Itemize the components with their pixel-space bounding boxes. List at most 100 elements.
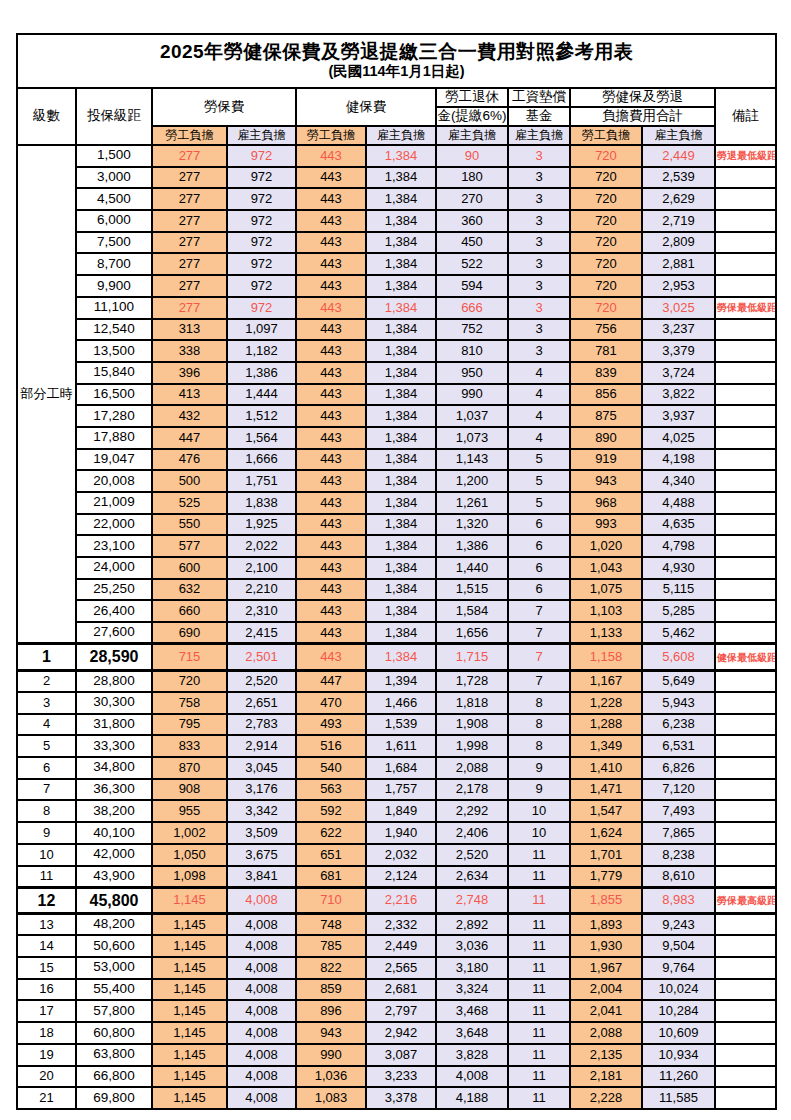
value-cell: 11	[508, 957, 570, 979]
value-cell: 6	[508, 579, 570, 601]
bracket-cell: 40,100	[76, 822, 152, 844]
table-row: 26,4006602,3104431,3841,58471,1035,285	[17, 600, 776, 622]
bracket-cell: 48,200	[76, 914, 152, 936]
value-cell: 443	[296, 405, 366, 427]
value-cell: 2,449	[366, 935, 436, 957]
value-cell: 1,584	[436, 600, 508, 622]
value-cell: 10,024	[642, 979, 715, 1001]
value-cell: 4,008	[227, 1066, 296, 1088]
value-cell: 3,648	[436, 1022, 508, 1044]
value-cell: 2,310	[227, 600, 296, 622]
value-cell: 870	[152, 757, 227, 779]
value-cell: 3,937	[642, 405, 715, 427]
value-cell: 3,822	[642, 384, 715, 406]
table-row: 16,5004131,4444431,38499048563,822	[17, 384, 776, 406]
value-cell: 756	[570, 319, 642, 341]
bracket-cell: 9,900	[76, 275, 152, 297]
value-cell: 622	[296, 822, 366, 844]
value-cell: 516	[296, 735, 366, 757]
value-cell: 1,097	[227, 319, 296, 341]
value-cell: 7	[508, 670, 570, 692]
bracket-cell: 8,700	[76, 253, 152, 275]
table-row: 24,0006002,1004431,3841,44061,0434,930	[17, 557, 776, 579]
bracket-cell: 26,400	[76, 600, 152, 622]
value-cell: 443	[296, 535, 366, 557]
value-cell: 972	[227, 253, 296, 275]
col-header-pension-line2: 金(提繳6%)	[436, 107, 508, 126]
value-cell: 11	[508, 844, 570, 866]
value-cell: 720	[570, 253, 642, 275]
value-cell: 3,828	[436, 1044, 508, 1066]
value-cell: 1,998	[436, 735, 508, 757]
col-header-bracket: 投保級距	[76, 88, 152, 145]
value-cell: 1,893	[570, 914, 642, 936]
bracket-cell: 23,100	[76, 535, 152, 557]
value-cell: 1,384	[366, 319, 436, 341]
value-cell: 4,008	[227, 957, 296, 979]
subheader-health-employee: 勞工負擔	[296, 126, 366, 145]
table-row: 12,5403131,0974431,38475237563,237	[17, 319, 776, 341]
value-cell: 2,634	[436, 866, 508, 888]
value-cell: 11,585	[642, 1087, 715, 1109]
bracket-cell: 25,250	[76, 579, 152, 601]
header-row-1: 級數 投保級距 勞保費 健保費 勞工退休 工資墊償 勞健保及勞退 備註	[17, 88, 776, 107]
value-cell: 594	[436, 275, 508, 297]
value-cell: 10,284	[642, 1000, 715, 1022]
value-cell: 1,384	[366, 167, 436, 189]
value-cell: 2,914	[227, 735, 296, 757]
value-cell: 1,701	[570, 844, 642, 866]
value-cell: 1,384	[366, 622, 436, 644]
bracket-cell: 1,500	[76, 145, 152, 167]
value-cell: 1,384	[366, 275, 436, 297]
value-cell: 8	[508, 714, 570, 736]
value-cell: 1,930	[570, 935, 642, 957]
table-row: 15,8403961,3864431,38495048393,724	[17, 362, 776, 384]
value-cell: 2,539	[642, 167, 715, 189]
subheader-total-employee: 勞工負擔	[570, 126, 642, 145]
value-cell: 1,384	[366, 297, 436, 319]
value-cell: 1,925	[227, 514, 296, 536]
value-cell: 9	[508, 779, 570, 801]
remark-cell	[715, 1000, 776, 1022]
value-cell: 9,764	[642, 957, 715, 979]
bracket-cell: 16,500	[76, 384, 152, 406]
bracket-cell: 50,600	[76, 935, 152, 957]
col-header-health-insurance: 健保費	[296, 88, 436, 126]
value-cell: 1,320	[436, 514, 508, 536]
value-cell: 1,384	[366, 579, 436, 601]
bracket-cell: 43,900	[76, 866, 152, 888]
value-cell: 1,384	[366, 253, 436, 275]
value-cell: 2,783	[227, 714, 296, 736]
value-cell: 3	[508, 188, 570, 210]
page-title: 2025年勞健保保費及勞退提繳三合一費用對照參考用表	[18, 42, 775, 63]
value-cell: 1,751	[227, 470, 296, 492]
value-cell: 1,757	[366, 779, 436, 801]
value-cell: 1,394	[366, 670, 436, 692]
value-cell: 2,881	[642, 253, 715, 275]
value-cell: 2,748	[436, 887, 508, 914]
value-cell: 3,378	[366, 1087, 436, 1109]
table-row: 17,8804471,5644431,3841,07348904,025	[17, 427, 776, 449]
bracket-cell: 11,100	[76, 297, 152, 319]
value-cell: 1,073	[436, 427, 508, 449]
value-cell: 7	[508, 600, 570, 622]
bracket-cell: 31,800	[76, 714, 152, 736]
value-cell: 720	[570, 188, 642, 210]
bracket-cell: 19,047	[76, 449, 152, 471]
level-cell: 7	[17, 779, 76, 801]
bracket-cell: 7,500	[76, 232, 152, 254]
value-cell: 2,041	[570, 1000, 642, 1022]
remark-cell	[715, 866, 776, 888]
value-cell: 5,462	[642, 622, 715, 644]
value-cell: 1,200	[436, 470, 508, 492]
value-cell: 11	[508, 1000, 570, 1022]
value-cell: 4,008	[436, 1066, 508, 1088]
table-row: 1860,8001,1454,0089432,9423,648112,08810…	[17, 1022, 776, 1044]
value-cell: 950	[436, 362, 508, 384]
value-cell: 592	[296, 800, 366, 822]
value-cell: 4,008	[227, 1022, 296, 1044]
remark-cell	[715, 779, 776, 801]
remark-cell	[715, 844, 776, 866]
level-cell: 14	[17, 935, 76, 957]
value-cell: 1,666	[227, 449, 296, 471]
